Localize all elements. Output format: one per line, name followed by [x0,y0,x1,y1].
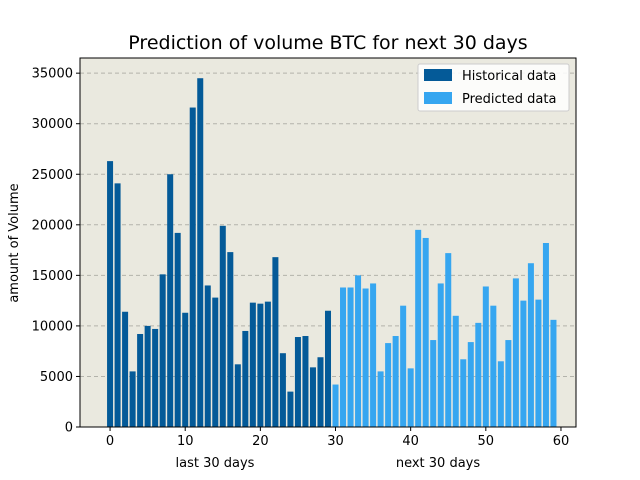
bar-historical [182,312,189,427]
bar-historical [309,367,316,427]
legend-swatch-historical [424,69,452,81]
bar-predicted [437,283,444,427]
bar-historical [122,311,129,427]
bar-predicted [415,229,422,427]
bar-predicted [370,283,377,427]
bar-historical [167,174,174,427]
bar-historical [302,336,309,427]
y-tick-label: 25000 [32,168,73,183]
y-tick-label: 0 [65,421,73,436]
y-tick-label: 15000 [32,269,73,284]
bar-predicted [377,371,384,427]
bar-predicted [445,253,452,427]
bar-historical [159,274,166,427]
bar-predicted [430,340,437,427]
bar-predicted [392,336,399,427]
x-tick-label: 40 [402,434,419,449]
x-tick-label: 60 [553,434,570,449]
bar-historical [152,328,159,427]
bar-historical [114,183,121,427]
y-tick-label: 5000 [40,370,73,385]
bar-predicted [385,343,392,427]
bar-predicted [407,368,414,427]
bar-historical [189,107,196,427]
y-tick-label: 10000 [32,319,73,334]
bar-predicted [482,286,489,427]
y-tick-label: 20000 [32,218,73,233]
bar-historical [294,337,301,427]
bar-historical [287,391,294,427]
bar-historical [264,301,271,427]
bar-historical [234,364,241,427]
bar-predicted [347,287,354,427]
x-axis-label-last: last 30 days [176,456,255,471]
bar-predicted [512,278,519,427]
bar-predicted [452,315,459,427]
bar-predicted [355,275,362,427]
bar-predicted [535,299,542,427]
x-tick-label: 10 [177,434,194,449]
x-axis-label-next: next 30 days [396,456,481,471]
y-axis-label: amount of Volume [7,183,22,302]
bar-predicted [520,300,527,427]
bar-historical [272,257,279,427]
bar-predicted [542,243,549,427]
legend: Historical data Predicted data [417,63,570,112]
bar-predicted [527,263,534,427]
bar-predicted [550,319,557,427]
bar-predicted [505,340,512,427]
y-axis: 0 5000 10000 15000 20000 25000 30000 35000 [32,67,80,436]
bar-predicted [332,384,339,427]
bar-historical [197,78,204,427]
bar-historical [174,232,181,427]
bar-predicted [340,287,347,427]
bar-historical [227,252,234,427]
legend-swatch-predicted [424,92,452,104]
bar-predicted [467,342,474,427]
bar-predicted [460,359,467,427]
bar-historical [257,303,264,427]
bar-historical [212,297,219,427]
bars [107,78,557,428]
legend-label-predicted: Predicted data [462,92,556,107]
plot-frame [79,57,577,428]
legend-box [417,63,570,112]
legend-label-historical: Historical data [462,69,556,84]
x-tick-label: 30 [327,434,344,449]
x-tick-label: 20 [252,434,269,449]
bar-predicted [422,237,429,427]
bar-predicted [490,305,497,427]
x-tick-label: 50 [478,434,495,449]
bar-historical [219,225,226,427]
bar-historical [279,353,286,427]
bar-historical [107,161,114,428]
bar-historical [324,310,332,427]
bar-historical [242,330,249,427]
bar-predicted [362,288,369,427]
x-axis: 0 10 20 30 40 50 60 [106,427,569,449]
bar-historical [129,371,136,427]
chart-title: Prediction of volume BTC for next 30 day… [128,32,527,54]
bar-predicted [497,361,504,427]
bar-historical [249,302,256,427]
x-tick-label: 0 [106,434,114,449]
y-tick-label: 35000 [32,67,73,82]
bar-historical [144,325,151,427]
bar-historical [137,333,144,427]
bar-historical [317,357,324,427]
bar-predicted [400,305,407,427]
bar-predicted [475,322,482,427]
bar-historical [204,285,211,427]
y-tick-label: 30000 [32,117,73,132]
